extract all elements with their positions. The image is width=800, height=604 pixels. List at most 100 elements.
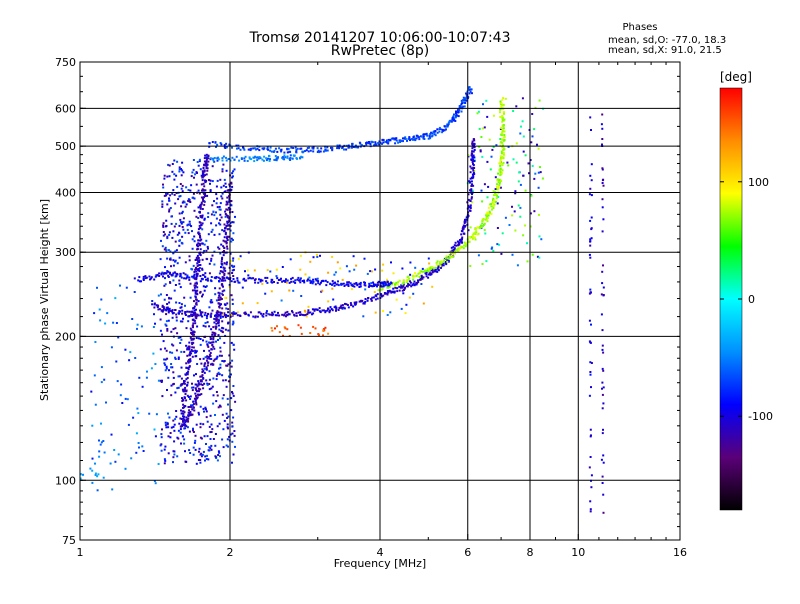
data-point xyxy=(116,380,119,383)
data-point xyxy=(203,314,206,317)
data-point xyxy=(501,232,504,235)
data-point xyxy=(181,201,184,204)
data-point xyxy=(500,127,503,130)
data-point xyxy=(163,458,166,461)
data-point xyxy=(499,108,502,111)
data-point xyxy=(207,212,210,215)
data-point xyxy=(227,311,230,314)
data-point xyxy=(500,150,503,153)
data-point xyxy=(276,281,279,284)
data-point xyxy=(175,313,178,316)
data-point xyxy=(196,248,199,251)
data-point xyxy=(589,238,592,241)
data-point xyxy=(473,139,476,142)
x-tick-label: 2 xyxy=(227,546,234,559)
data-point xyxy=(453,251,456,254)
data-point xyxy=(589,373,592,376)
data-point xyxy=(470,188,473,191)
data-point xyxy=(190,184,193,187)
data-point xyxy=(514,229,517,232)
data-point xyxy=(601,329,604,332)
data-point xyxy=(201,176,204,179)
data-point xyxy=(138,376,141,379)
data-point xyxy=(464,245,467,248)
data-point xyxy=(196,265,199,268)
data-point xyxy=(501,119,504,122)
data-point xyxy=(502,147,505,150)
data-point xyxy=(501,131,504,134)
data-point xyxy=(481,155,484,158)
data-point xyxy=(590,163,593,166)
data-point xyxy=(191,355,194,358)
data-point xyxy=(444,257,447,260)
data-point xyxy=(364,288,367,291)
data-point xyxy=(224,328,227,331)
data-point xyxy=(195,272,198,275)
data-point xyxy=(168,208,171,211)
data-point xyxy=(210,358,213,360)
data-point xyxy=(503,148,506,151)
data-point xyxy=(316,277,319,280)
data-point xyxy=(201,374,204,377)
data-point xyxy=(208,446,211,449)
data-point xyxy=(165,324,168,327)
data-point xyxy=(177,429,180,432)
data-point xyxy=(602,493,605,496)
data-point xyxy=(311,282,314,285)
data-point xyxy=(94,403,97,406)
data-point xyxy=(186,381,189,384)
data-point xyxy=(453,250,456,253)
data-point xyxy=(193,197,196,200)
data-point xyxy=(225,385,228,388)
data-point xyxy=(435,270,437,273)
data-point xyxy=(465,99,468,102)
data-point xyxy=(469,205,472,208)
data-point xyxy=(222,254,225,257)
data-point xyxy=(252,315,255,318)
data-point xyxy=(179,195,182,197)
data-point xyxy=(283,154,286,157)
data-point xyxy=(206,321,209,324)
data-point xyxy=(356,283,359,286)
data-point xyxy=(275,275,278,278)
data-point xyxy=(168,297,171,300)
data-point xyxy=(476,112,479,115)
data-point xyxy=(269,270,272,273)
data-point xyxy=(233,434,236,437)
data-point xyxy=(309,311,312,314)
data-point xyxy=(403,137,406,140)
data-point xyxy=(417,279,419,282)
data-point xyxy=(374,311,377,314)
data-point xyxy=(331,149,334,152)
data-point xyxy=(187,315,190,318)
data-point xyxy=(394,138,397,141)
data-point xyxy=(218,354,221,357)
data-point xyxy=(537,186,540,189)
data-point xyxy=(188,220,191,223)
data-point xyxy=(499,167,502,170)
data-point xyxy=(192,403,195,405)
data-point xyxy=(208,145,211,148)
data-point xyxy=(226,302,229,305)
data-point xyxy=(308,276,311,279)
data-point xyxy=(201,188,204,191)
data-point xyxy=(211,331,214,334)
data-point xyxy=(224,314,226,316)
data-point xyxy=(271,311,274,314)
data-point xyxy=(214,141,217,144)
data-point xyxy=(457,241,460,244)
data-point xyxy=(404,312,407,315)
data-point xyxy=(195,303,198,306)
data-point xyxy=(218,280,220,282)
data-point xyxy=(232,311,235,314)
data-point xyxy=(179,183,182,185)
data-point xyxy=(219,313,222,316)
data-point xyxy=(201,214,204,217)
data-point xyxy=(98,455,101,458)
data-point xyxy=(588,292,591,295)
data-point xyxy=(537,147,540,150)
data-point xyxy=(102,476,105,479)
data-point xyxy=(110,346,113,349)
data-point xyxy=(471,183,473,186)
